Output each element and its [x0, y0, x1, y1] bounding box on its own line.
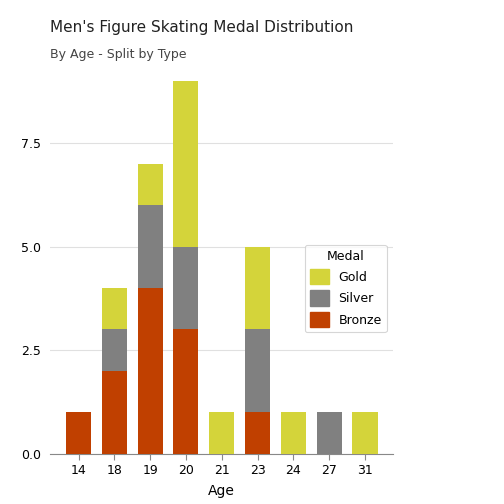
- Bar: [245, 330, 270, 412]
- Bar: [138, 288, 163, 454]
- Bar: [102, 288, 127, 330]
- Text: By Age - Split by Type: By Age - Split by Type: [50, 48, 187, 61]
- Bar: [138, 164, 163, 205]
- Bar: [138, 205, 163, 288]
- Bar: [102, 371, 127, 454]
- Bar: [281, 412, 306, 454]
- Text: Men's Figure Skating Medal Distribution: Men's Figure Skating Medal Distribution: [50, 20, 354, 35]
- Bar: [173, 330, 199, 454]
- Bar: [352, 412, 377, 454]
- Bar: [66, 412, 91, 454]
- X-axis label: Age: Age: [208, 484, 235, 498]
- Bar: [209, 412, 234, 454]
- Bar: [245, 412, 270, 454]
- Bar: [173, 81, 199, 246]
- Bar: [317, 412, 342, 454]
- Bar: [173, 246, 199, 330]
- Bar: [245, 246, 270, 330]
- Legend: Gold, Silver, Bronze: Gold, Silver, Bronze: [305, 245, 387, 332]
- Bar: [102, 330, 127, 371]
